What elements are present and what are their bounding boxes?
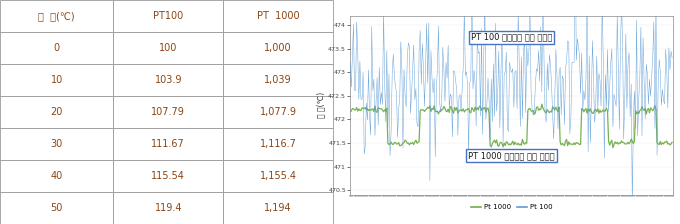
Bar — [0, 128, 114, 160]
Bar — [114, 64, 223, 96]
Text: PT  1000: PT 1000 — [257, 11, 299, 21]
Text: 30: 30 — [50, 139, 63, 149]
Bar — [114, 192, 223, 224]
Text: 1,077.9: 1,077.9 — [260, 107, 296, 117]
Text: 115.54: 115.54 — [152, 171, 185, 181]
Text: 50: 50 — [50, 203, 63, 213]
Bar — [0, 0, 114, 32]
Text: 온  도(℃): 온 도(℃) — [38, 11, 75, 21]
Text: 1,039: 1,039 — [265, 75, 292, 85]
Bar — [0, 32, 114, 64]
Text: 100: 100 — [159, 43, 177, 53]
Bar — [114, 128, 223, 160]
Text: 1,194: 1,194 — [265, 203, 292, 213]
Bar — [223, 96, 333, 128]
Bar — [223, 160, 333, 192]
Text: 111.67: 111.67 — [152, 139, 185, 149]
Text: 1,000: 1,000 — [265, 43, 292, 53]
Text: 107.79: 107.79 — [152, 107, 185, 117]
Text: 1,155.4: 1,155.4 — [260, 171, 296, 181]
Bar — [223, 32, 333, 64]
Bar — [223, 192, 333, 224]
Bar — [0, 192, 114, 224]
Bar — [223, 0, 333, 32]
Bar — [114, 96, 223, 128]
Y-axis label: 온 도(℃): 온 도(℃) — [316, 92, 326, 118]
Text: 40: 40 — [50, 171, 63, 181]
Text: 10: 10 — [50, 75, 63, 85]
Text: 119.4: 119.4 — [154, 203, 182, 213]
Text: 20: 20 — [50, 107, 63, 117]
Bar — [0, 96, 114, 128]
Text: 103.9: 103.9 — [154, 75, 182, 85]
Bar — [114, 0, 223, 32]
Bar — [0, 160, 114, 192]
Legend: Pt 1000, Pt 100: Pt 1000, Pt 100 — [468, 201, 556, 213]
Bar — [223, 64, 333, 96]
Text: PT 1000 온도센서 실측 민감도: PT 1000 온도센서 실측 민감도 — [469, 151, 555, 160]
Bar — [0, 64, 114, 96]
Text: PT 100 온도센서 실측 민감도: PT 100 온도센서 실측 민감도 — [471, 33, 552, 42]
Bar — [223, 128, 333, 160]
Bar — [114, 160, 223, 192]
Text: 0: 0 — [54, 43, 60, 53]
Text: 1,116.7: 1,116.7 — [260, 139, 296, 149]
Bar — [114, 32, 223, 64]
Text: PT100: PT100 — [153, 11, 184, 21]
